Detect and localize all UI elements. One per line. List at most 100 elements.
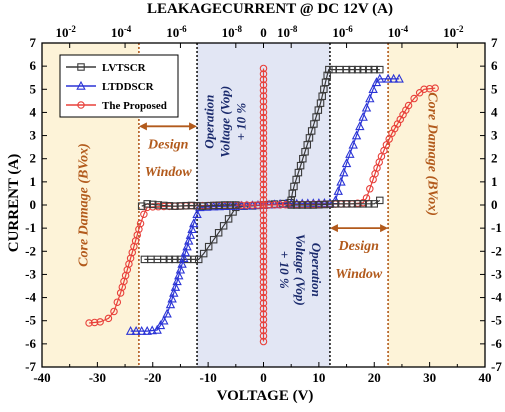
data-point — [237, 201, 246, 209]
operation-voltage-left-label-3: + 10 % — [234, 103, 249, 141]
data-point — [154, 201, 163, 209]
data-point — [259, 190, 268, 199]
data-point — [243, 201, 251, 209]
data-point — [232, 201, 240, 209]
data-point — [353, 65, 362, 74]
data-point — [184, 235, 194, 245]
data-point — [364, 200, 373, 208]
data-point — [366, 185, 374, 193]
y-tick-label-right: 7 — [491, 35, 498, 50]
data-point — [259, 273, 268, 281]
legend-item-the-proposed: The Proposed — [66, 100, 167, 112]
data-point — [259, 165, 268, 173]
y-tick-label-right: -2 — [491, 243, 502, 258]
data-point — [259, 185, 268, 194]
y-tick-label-left: 6 — [30, 58, 37, 73]
data-point — [142, 325, 152, 335]
design-window-arrow-left — [138, 122, 198, 131]
data-point — [376, 65, 384, 74]
x-tick-label: -40 — [33, 370, 50, 385]
legend-label: The Proposed — [102, 100, 167, 112]
data-point — [342, 65, 351, 74]
data-point — [204, 242, 213, 251]
data-point — [259, 268, 268, 276]
data-point — [137, 202, 146, 210]
legend-marker — [77, 101, 85, 109]
data-point — [198, 202, 207, 210]
design-window-right-label-1: Design — [338, 239, 380, 254]
data-point — [276, 201, 284, 209]
x-tick-label: -10 — [199, 370, 216, 385]
data-point — [259, 221, 268, 230]
data-point — [320, 200, 329, 209]
data-point — [172, 276, 182, 286]
data-point — [259, 283, 268, 292]
data-point — [351, 130, 362, 140]
data-point — [170, 281, 181, 291]
data-point — [355, 121, 365, 131]
data-point — [152, 324, 162, 334]
data-point — [358, 111, 368, 121]
data-point — [149, 200, 157, 209]
data-point — [113, 298, 122, 306]
data-point — [383, 73, 393, 83]
data-point — [348, 200, 356, 208]
legend: LVTSCR LTDDSCR The Proposed — [59, 54, 179, 118]
design-window-arrow-left-head-left — [138, 122, 147, 131]
data-point — [368, 84, 378, 94]
data-point — [176, 202, 185, 210]
data-point — [394, 73, 404, 83]
top-tick-label: 10-4 — [111, 24, 132, 40]
core-damage-right-label: Core Damage (BVox) — [425, 92, 440, 216]
data-point — [136, 325, 147, 335]
data-point — [215, 201, 223, 209]
data-point — [259, 216, 268, 225]
data-point — [192, 209, 202, 219]
data-point — [259, 154, 268, 163]
data-point — [431, 84, 439, 92]
series-extra-3 — [259, 64, 268, 346]
data-point — [209, 235, 218, 244]
data-point — [353, 200, 362, 208]
y-tick-label-left: -6 — [25, 336, 36, 351]
y-tick-label-left: -3 — [25, 266, 36, 281]
operation-voltage-right-label-3: + 10 % — [277, 251, 292, 289]
data-point — [259, 232, 268, 240]
data-point — [385, 135, 393, 143]
y-tick-label-right: 3 — [491, 128, 498, 143]
data-point — [259, 160, 268, 168]
data-point — [315, 201, 323, 209]
data-point — [259, 75, 268, 84]
data-point — [169, 287, 179, 297]
data-point — [339, 167, 349, 177]
data-point — [254, 201, 262, 209]
data-point — [259, 103, 268, 111]
data-point — [177, 258, 187, 268]
data-point — [259, 278, 268, 286]
data-point — [361, 102, 372, 112]
region-core-damage-right — [388, 43, 485, 367]
data-point — [259, 288, 268, 297]
data-point — [143, 200, 151, 208]
data-point — [187, 201, 196, 210]
data-point — [199, 249, 208, 258]
data-point — [270, 201, 279, 209]
data-point — [259, 124, 268, 132]
data-point — [179, 253, 189, 262]
legend-label: LVTSCR — [102, 62, 147, 74]
data-point — [259, 139, 268, 148]
data-point — [155, 320, 166, 330]
x-tick-label: 40 — [479, 370, 492, 385]
operation-voltage-right-label-2: Voltage (Vop) — [293, 234, 308, 306]
data-point — [370, 65, 378, 74]
data-point — [131, 325, 141, 335]
data-point — [259, 113, 268, 122]
data-point — [259, 252, 268, 261]
data-point — [259, 149, 268, 158]
legend-item-lvtscr: LVTSCR — [66, 62, 147, 74]
top-tick-label: 0 — [260, 25, 267, 40]
y-tick-label-right: -4 — [491, 290, 502, 305]
data-point — [348, 65, 356, 74]
data-point — [125, 325, 136, 335]
